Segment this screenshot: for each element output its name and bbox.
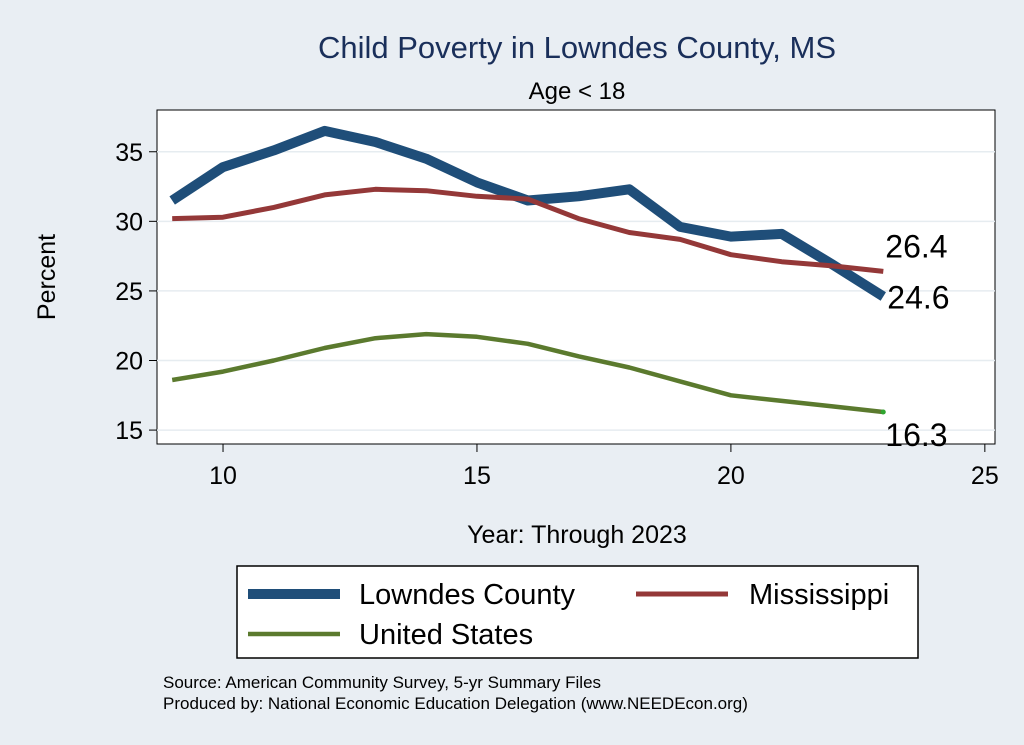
y-tick-label-15: 15 xyxy=(115,417,143,445)
y-tick-label-30: 30 xyxy=(115,208,143,236)
x-axis-title: Year: Through 2023 xyxy=(467,521,687,549)
legend-label-united-states: United States xyxy=(359,619,533,651)
legend-label-lowndes-county: Lowndes County xyxy=(359,579,576,611)
chart-title: Child Poverty in Lowndes County, MS xyxy=(318,30,836,65)
x-tick-label-25: 25 xyxy=(971,462,999,490)
x-tick-label-10: 10 xyxy=(209,462,237,490)
end-marker-united-states xyxy=(880,409,886,415)
end-label-mississippi: 26.4 xyxy=(885,228,947,264)
x-axis: 10 15 20 25 xyxy=(209,444,999,490)
series-line-united-states xyxy=(171,331,884,415)
y-axis: 15 20 25 30 35 xyxy=(115,139,157,445)
y-axis-title: Percent xyxy=(33,234,61,320)
x-tick-label-20: 20 xyxy=(717,462,745,490)
end-label-lowndes-county: 24.6 xyxy=(887,279,949,315)
legend: Lowndes County Mississippi United States xyxy=(248,579,889,651)
series-lines xyxy=(169,125,886,415)
plot-area xyxy=(156,109,996,445)
end-label-united-states: 16.3 xyxy=(885,417,947,453)
end-labels: 24.6 26.4 16.3 xyxy=(880,228,950,453)
x-tick-label-15: 15 xyxy=(463,462,491,490)
y-tick-label-35: 35 xyxy=(115,139,143,167)
y-tick-label-25: 25 xyxy=(115,278,143,306)
source-line-1: Source: American Community Survey, 5-yr … xyxy=(163,673,601,692)
legend-box xyxy=(236,565,919,659)
chart-subtitle: Age < 18 xyxy=(529,78,626,105)
gridlines xyxy=(157,151,995,431)
source-line-2: Produced by: National Economic Education… xyxy=(163,694,748,713)
y-tick-label-20: 20 xyxy=(115,348,143,376)
legend-label-mississippi: Mississippi xyxy=(749,579,889,611)
series-line-mississippi xyxy=(172,186,884,274)
